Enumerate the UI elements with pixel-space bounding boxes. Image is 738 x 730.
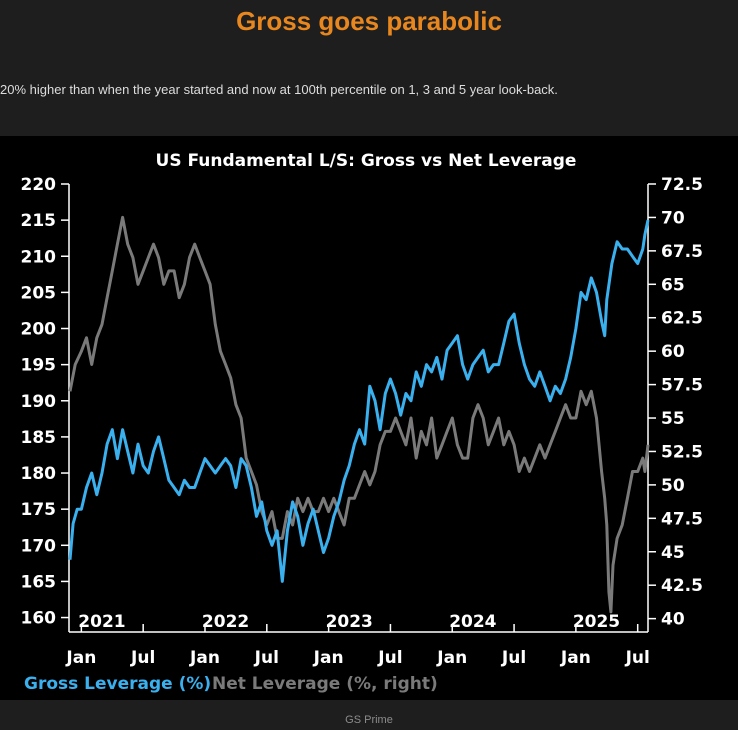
left-tick-label: 170 bbox=[21, 536, 57, 556]
month-tick-label: Jan bbox=[65, 648, 96, 668]
right-tick-label: 50 bbox=[661, 476, 685, 496]
year-label: 2024 bbox=[449, 612, 496, 632]
left-tick-label: 195 bbox=[21, 356, 57, 376]
year-label: 2023 bbox=[326, 612, 373, 632]
month-tick-label: Jan bbox=[436, 648, 467, 668]
month-tick-label: Jan bbox=[313, 648, 344, 668]
month-tick-label: Jul bbox=[625, 648, 650, 668]
left-tick-label: 205 bbox=[21, 283, 57, 303]
left-tick-label: 160 bbox=[21, 609, 57, 629]
right-tick-label: 62.5 bbox=[661, 309, 703, 329]
month-tick-label: Jul bbox=[130, 648, 155, 668]
month-tick-label: Jul bbox=[377, 648, 402, 668]
left-tick-label: 200 bbox=[21, 320, 57, 340]
left-tick-label: 210 bbox=[21, 247, 57, 267]
right-tick-label: 52.5 bbox=[661, 442, 703, 462]
right-tick-label: 42.5 bbox=[661, 576, 703, 596]
gross-leverage-line bbox=[68, 219, 650, 583]
right-tick-label: 40 bbox=[661, 610, 685, 630]
left-tick-label: 185 bbox=[21, 428, 57, 448]
left-tick-label: 165 bbox=[21, 572, 57, 592]
right-tick-label: 60 bbox=[661, 342, 685, 362]
chart-panel: US Fundamental L/S: Gross vs Net Leverag… bbox=[0, 136, 738, 700]
left-tick-label: 180 bbox=[21, 464, 57, 484]
right-tick-label: 55 bbox=[661, 409, 685, 429]
leverage-chart: US Fundamental L/S: Gross vs Net Leverag… bbox=[21, 151, 703, 694]
subtitle: 20% higher than when the year started an… bbox=[0, 82, 558, 97]
left-tick-label: 190 bbox=[21, 392, 57, 412]
right-tick-label: 57.5 bbox=[661, 376, 703, 396]
right-tick-label: 45 bbox=[661, 543, 685, 563]
net-leverage-line bbox=[68, 215, 650, 614]
month-tick-label: Jul bbox=[501, 648, 526, 668]
year-label: 2022 bbox=[202, 612, 249, 632]
year-label: 2025 bbox=[573, 612, 620, 632]
month-tick-label: Jan bbox=[560, 648, 591, 668]
year-label: 2021 bbox=[78, 612, 125, 632]
source-credit: GS Prime bbox=[345, 714, 393, 726]
chart-title: US Fundamental L/S: Gross vs Net Leverag… bbox=[156, 151, 577, 171]
month-tick-label: Jan bbox=[189, 648, 220, 668]
right-tick-label: 65 bbox=[661, 275, 685, 295]
legend-gross: Gross Leverage (%) bbox=[24, 674, 211, 694]
right-tick-label: 67.5 bbox=[661, 242, 703, 262]
right-tick-label: 70 bbox=[661, 208, 685, 228]
left-tick-label: 175 bbox=[21, 500, 57, 520]
headline: Gross goes parabolic bbox=[236, 6, 502, 36]
month-tick-label: Jul bbox=[254, 648, 279, 668]
right-tick-label: 47.5 bbox=[661, 509, 703, 529]
left-tick-label: 215 bbox=[21, 211, 57, 231]
right-tick-label: 72.5 bbox=[661, 175, 703, 195]
left-tick-label: 220 bbox=[21, 175, 57, 195]
legend-net: Net Leverage (%, right) bbox=[212, 674, 438, 694]
